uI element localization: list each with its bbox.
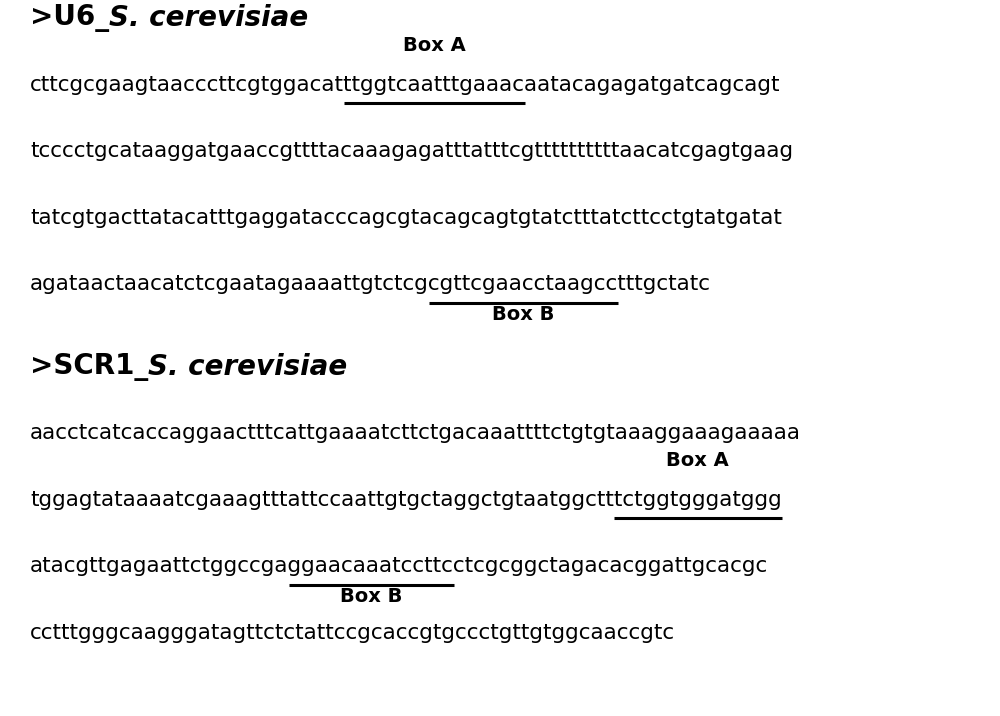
Text: S. cerevisiae: S. cerevisiae bbox=[109, 4, 308, 32]
Text: Box A: Box A bbox=[666, 451, 729, 470]
Text: Box B: Box B bbox=[492, 305, 555, 324]
Text: >U6_: >U6_ bbox=[30, 4, 109, 32]
Text: agataactaacatctcgaatagaaaattgtctcgcgttcgaacctaagcctttgctatc: agataactaacatctcgaatagaaaattgtctcgcgttcg… bbox=[30, 274, 711, 294]
Text: >SCR1_: >SCR1_ bbox=[30, 353, 148, 381]
Text: atacgttgagaattctggccgaggaacaaatccttcctcgcggctagacacggattgcacgc: atacgttgagaattctggccgaggaacaaatccttcctcg… bbox=[30, 556, 768, 576]
Text: aacctcatcaccaggaactttcattgaaaatcttctgacaaattttctgtgtaaaggaaagaaaaa: aacctcatcaccaggaactttcattgaaaatcttctgaca… bbox=[30, 423, 801, 443]
Text: Box A: Box A bbox=[403, 36, 466, 55]
Text: Box B: Box B bbox=[340, 587, 402, 606]
Text: tcccctgcataaggatgaaccgttttacaaagagatttatttcgttttttttttaacatcgagtgaag: tcccctgcataaggatgaaccgttttacaaagagatttat… bbox=[30, 141, 793, 161]
Text: tggagtataaaatcgaaagtttattccaattgtgctaggctgtaatggctttctggtgggatggg: tggagtataaaatcgaaagtttattccaattgtgctaggc… bbox=[30, 490, 782, 510]
Text: cctttgggcaagggatagttctctattccgcaccgtgccctgttgtggcaaccgtc: cctttgggcaagggatagttctctattccgcaccgtgccc… bbox=[30, 623, 675, 643]
Text: S. cerevisiae: S. cerevisiae bbox=[148, 353, 348, 381]
Text: tatcgtgacttatacatttgaggatacccagcgtacagcagtgtatctttatcttcctgtatgatat: tatcgtgacttatacatttgaggatacccagcgtacagca… bbox=[30, 208, 782, 228]
Text: cttcgcgaagtaacccttcgtggacatttggtcaatttgaaacaatacagagatgatcagcagt: cttcgcgaagtaacccttcgtggacatttggtcaatttga… bbox=[30, 74, 780, 95]
